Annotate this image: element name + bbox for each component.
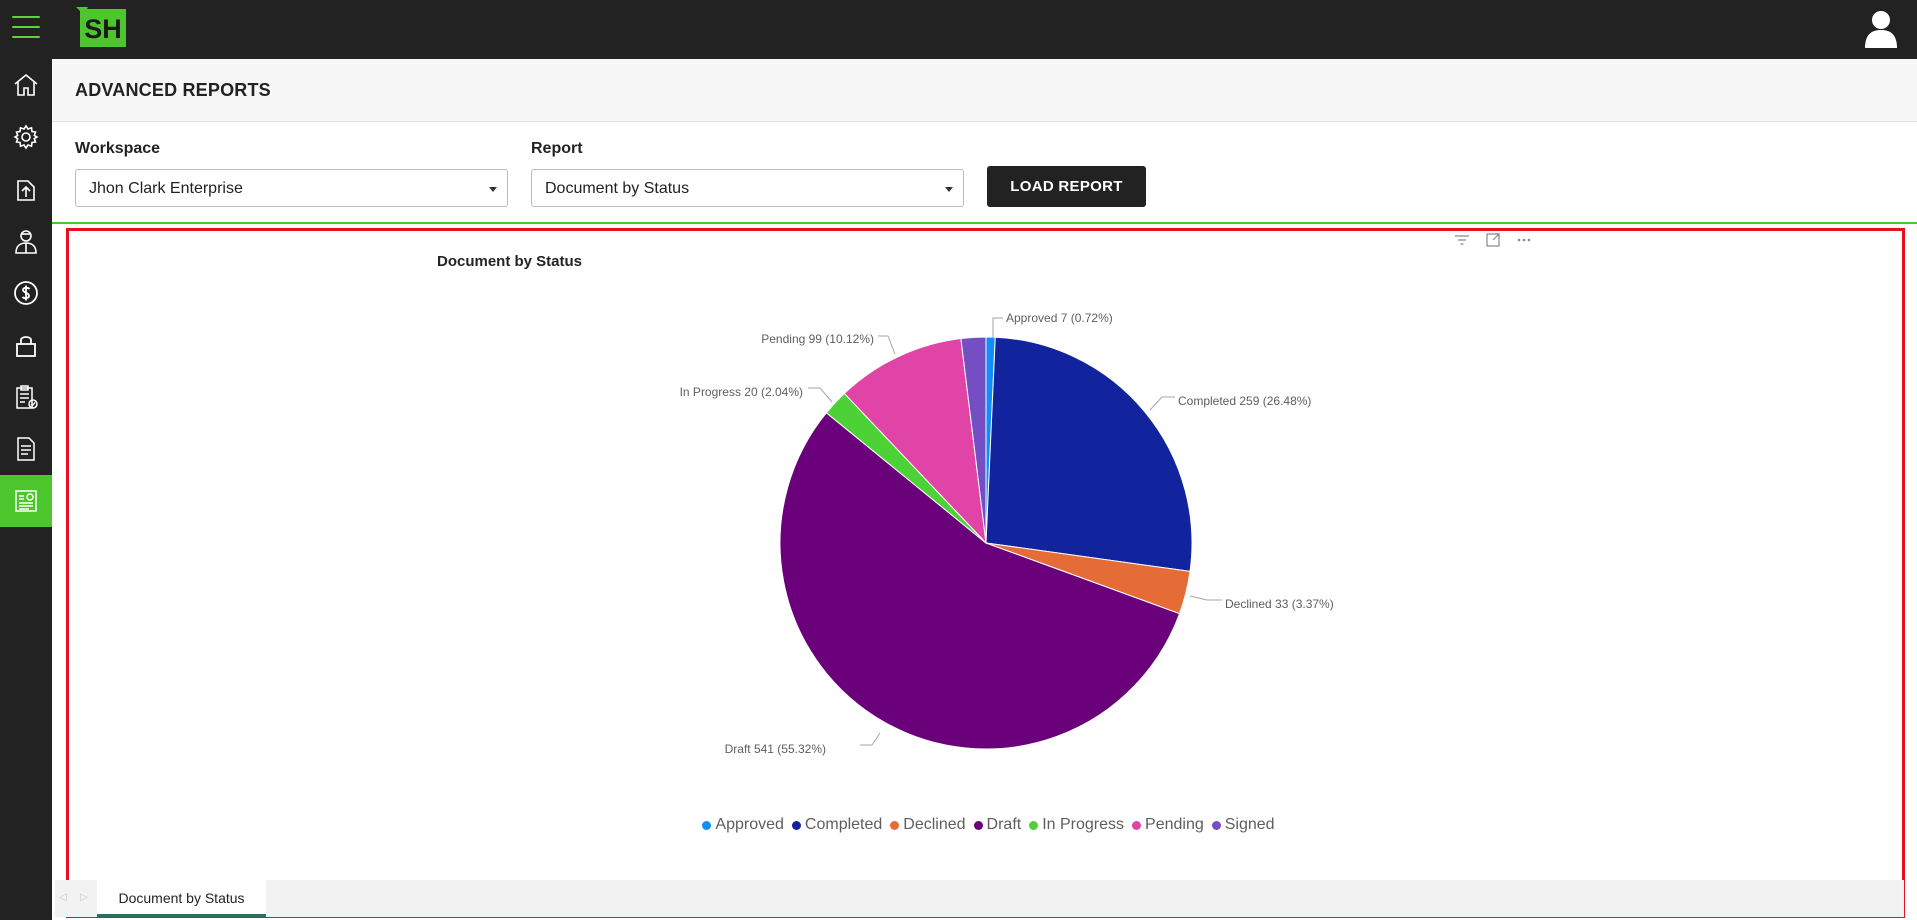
report-select-value: Document by Status	[545, 180, 690, 197]
focus-mode-icon[interactable]	[1483, 230, 1503, 250]
legend-label: In Progress	[1042, 816, 1125, 833]
sidebar-item-security[interactable]	[0, 319, 52, 371]
sidebar-item-billing[interactable]	[0, 267, 52, 319]
sidebar-item-reports[interactable]	[0, 475, 52, 527]
sidebar-item-documents[interactable]	[0, 423, 52, 475]
tab-prev-icon[interactable]: ◁	[59, 892, 67, 903]
sidebar-item-home[interactable]	[0, 59, 52, 111]
page-header	[52, 59, 1917, 122]
sidebar-item-tasks[interactable]	[0, 371, 52, 423]
legend-item[interactable]: Declined	[890, 816, 966, 834]
legend-swatch	[1211, 820, 1221, 830]
legend-swatch	[1132, 820, 1142, 830]
chevron-down-icon	[945, 187, 953, 192]
upload-icon	[17, 180, 35, 201]
user-avatar-icon[interactable]	[1859, 6, 1903, 50]
legend-item[interactable]: Pending	[1132, 816, 1204, 834]
sidebar-item-upload[interactable]	[0, 163, 52, 215]
report-select[interactable]: Document by Status	[531, 169, 964, 207]
workspace-select[interactable]: Jhon Clark Enterprise	[75, 169, 508, 207]
pie-slice-completed[interactable]	[985, 336, 1193, 572]
page-title: ADVANCED REPORTS	[75, 80, 271, 100]
home-icon	[14, 73, 38, 96]
legend-label: Draft	[986, 816, 1022, 833]
workspace-select-value: Jhon Clark Enterprise	[89, 180, 243, 197]
report-label: Report	[531, 140, 583, 157]
clipboard-check-icon	[16, 385, 38, 409]
legend-swatch	[791, 820, 801, 830]
legend-label: Pending	[1145, 816, 1204, 833]
legend-item[interactable]: Completed	[791, 816, 883, 834]
top-bar: SH	[0, 0, 1917, 59]
document-icon	[17, 437, 35, 461]
page-tab-bar	[55, 880, 1904, 917]
logo-text: SH	[84, 14, 122, 44]
workspace-label: Workspace	[75, 140, 161, 157]
legend-label: Signed	[1224, 816, 1275, 833]
tab-next-icon[interactable]: ▷	[80, 892, 88, 903]
chevron-down-icon	[489, 187, 497, 192]
pie-slice-signed[interactable]	[960, 336, 987, 544]
legend-swatch	[1029, 820, 1039, 830]
sidebar	[0, 59, 52, 920]
lock-icon	[16, 336, 36, 357]
legend-item[interactable]: In Progress	[1029, 816, 1124, 834]
pie-slice-pending[interactable]	[843, 337, 987, 545]
sidebar-item-users[interactable]	[0, 215, 52, 267]
legend-item[interactable]: Approved	[702, 816, 784, 834]
filter-icon[interactable]	[1452, 230, 1472, 250]
pie-slice-draft[interactable]	[779, 412, 1181, 750]
report-icon	[15, 490, 37, 512]
legend-swatch	[973, 820, 983, 830]
tab-document-by-status[interactable]: Document by Status	[97, 880, 266, 917]
hamburger-menu-icon[interactable]	[12, 16, 40, 40]
legend-swatch	[702, 820, 712, 830]
user-icon	[15, 230, 37, 254]
chart-legend: Approved Completed Declined Draft In Progres…	[0, 816, 1917, 834]
sidebar-item-settings[interactable]	[0, 111, 52, 163]
legend-item[interactable]: Draft	[973, 816, 1022, 834]
legend-label: Approved	[715, 816, 784, 833]
legend-label: Declined	[903, 816, 966, 833]
dollar-icon	[14, 281, 38, 305]
gear-icon	[13, 124, 39, 150]
legend-item[interactable]: Signed	[1211, 816, 1275, 834]
app-logo[interactable]: SH	[74, 5, 128, 48]
load-report-button[interactable]: LOAD REPORT	[987, 166, 1146, 207]
divider	[52, 222, 1917, 224]
legend-label: Completed	[804, 816, 883, 833]
more-options-icon[interactable]	[1514, 230, 1534, 250]
legend-swatch	[890, 820, 900, 830]
visual-title: Document by Status	[437, 253, 583, 270]
